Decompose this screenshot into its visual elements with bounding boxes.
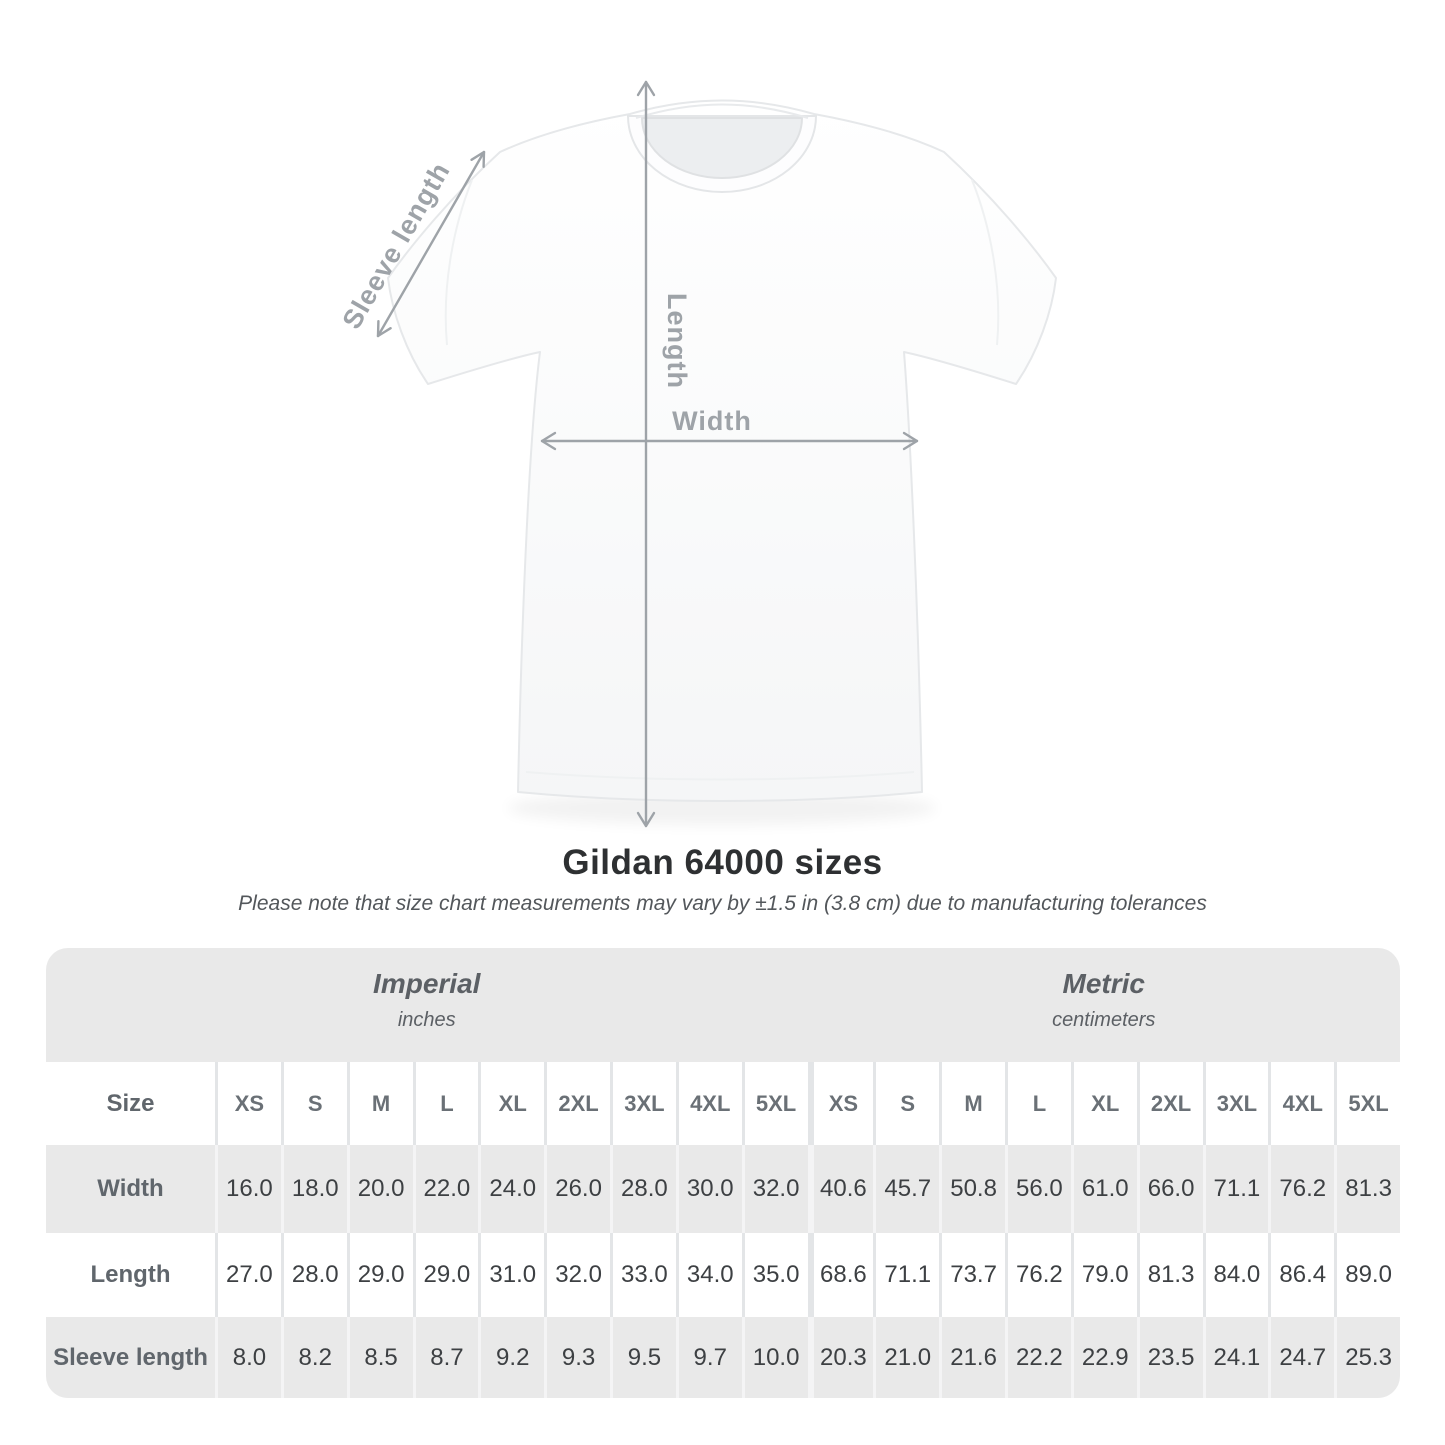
table-cell-imperial: 9.2 (478, 1317, 545, 1398)
table-cell-metric: 79.0 (1070, 1233, 1137, 1317)
imperial-header-title: Imperial (373, 968, 481, 999)
tshirt-hem-stitch (525, 771, 915, 781)
sleeve-length-arrow (376, 150, 486, 338)
table-cell-metric: 68.6 (807, 1233, 874, 1317)
table-cell-imperial: 20.0 (346, 1145, 413, 1233)
table-cell-imperial: 27.0 (215, 1233, 281, 1317)
tolerance-note: Please note that size chart measurements… (238, 892, 1207, 915)
table-cell-metric: 73.7 (939, 1233, 1005, 1317)
table-cell-metric: 81.3 (1334, 1145, 1400, 1233)
table-row-label: Length (46, 1233, 215, 1317)
table-cell-imperial: 29.0 (346, 1233, 413, 1317)
table-cell-imperial: 31.0 (478, 1233, 545, 1317)
size-col-metric-2XL: 2XL (1136, 1062, 1203, 1145)
tshirt-collar-inner (640, 117, 804, 179)
size-col-imperial-M: M (346, 1062, 413, 1145)
table-cell-imperial: 28.0 (280, 1233, 347, 1317)
size-col-metric-5XL: 5XL (1334, 1062, 1400, 1145)
tshirt-graphic: Length Width Sleeve length (336, 80, 1057, 828)
table-cell-metric: 21.0 (873, 1317, 940, 1398)
table-cell-metric: 61.0 (1070, 1145, 1137, 1233)
tshirt-body (387, 99, 1057, 802)
metric-header-unit: centimeters (1052, 1009, 1156, 1031)
size-col-imperial-2XL: 2XL (544, 1062, 610, 1145)
table-cell-metric: 22.9 (1070, 1317, 1137, 1398)
table-cell-imperial: 26.0 (544, 1145, 610, 1233)
table-cell-metric: 76.2 (1005, 1233, 1071, 1317)
table-cell-imperial: 9.5 (610, 1317, 676, 1398)
table-cell-metric: 86.4 (1268, 1233, 1335, 1317)
size-col-metric-XS: XS (807, 1062, 874, 1145)
table-cell-metric: 84.0 (1202, 1233, 1269, 1317)
table-cell-imperial: 33.0 (610, 1233, 676, 1317)
table-cell-imperial: 8.0 (215, 1317, 281, 1398)
length-arrow-label: Length (662, 293, 692, 389)
table-cell-metric: 89.0 (1334, 1233, 1400, 1317)
metric-header-title: Metric (1062, 968, 1145, 999)
table-cell-imperial: 18.0 (280, 1145, 347, 1233)
table-cell-metric: 22.2 (1005, 1317, 1071, 1398)
length-arrow (636, 80, 656, 828)
table-cell-metric: 24.1 (1202, 1317, 1269, 1398)
size-col-imperial-5XL: 5XL (741, 1062, 808, 1145)
table-cell-metric: 20.3 (807, 1317, 874, 1398)
width-arrow-label: Width (672, 406, 752, 436)
table-cell-imperial: 8.7 (412, 1317, 479, 1398)
imperial-header: Imperial inches (46, 948, 808, 1062)
imperial-header-unit: inches (397, 1009, 456, 1031)
tshirt-right-sleeve-seam (971, 179, 1000, 346)
width-arrow (540, 431, 919, 451)
table-cell-metric: 45.7 (873, 1145, 940, 1233)
size-col-metric-3XL: 3XL (1202, 1062, 1269, 1145)
table-cell-metric: 66.0 (1136, 1145, 1203, 1233)
size-col-imperial-L: L (412, 1062, 479, 1145)
page-title: Gildan 64000 sizes (562, 843, 883, 882)
size-col-metric-L: L (1005, 1062, 1071, 1145)
size-table: Imperial inches Metric centimeters Size X… (46, 948, 1400, 1398)
table-cell-imperial: 35.0 (741, 1233, 808, 1317)
table-cell-imperial: 8.5 (346, 1317, 413, 1398)
size-col-metric-XL: XL (1070, 1062, 1137, 1145)
tshirt-left-sleeve-seam (444, 179, 473, 346)
metric-header: Metric centimeters (807, 948, 1400, 1062)
size-row-label: Size (46, 1062, 215, 1145)
table-cell-metric: 71.1 (873, 1233, 940, 1317)
table-cell-imperial: 32.0 (544, 1233, 610, 1317)
table-cell-imperial: 32.0 (741, 1145, 808, 1233)
table-cell-imperial: 30.0 (675, 1145, 742, 1233)
table-cell-metric: 25.3 (1334, 1317, 1400, 1398)
table-cell-imperial: 8.2 (280, 1317, 347, 1398)
size-col-imperial-3XL: 3XL (610, 1062, 676, 1145)
table-cell-metric: 23.5 (1136, 1317, 1203, 1398)
table-cell-imperial: 29.0 (412, 1233, 479, 1317)
table-cell-metric: 81.3 (1136, 1233, 1203, 1317)
table-row-label: Width (46, 1145, 215, 1233)
table-cell-metric: 76.2 (1268, 1145, 1335, 1233)
table-row-label: Sleeve length (46, 1317, 215, 1398)
size-col-metric-M: M (939, 1062, 1005, 1145)
size-col-imperial-4XL: 4XL (675, 1062, 742, 1145)
table-cell-metric: 50.8 (939, 1145, 1005, 1233)
table-cell-imperial: 24.0 (478, 1145, 545, 1233)
table-cell-metric: 21.6 (939, 1317, 1005, 1398)
table-cell-metric: 56.0 (1005, 1145, 1071, 1233)
size-col-metric-4XL: 4XL (1268, 1062, 1335, 1145)
table-cell-imperial: 9.3 (544, 1317, 610, 1398)
tshirt-neck-seam (635, 103, 809, 119)
table-cell-metric: 40.6 (807, 1145, 874, 1233)
size-col-imperial-XL: XL (478, 1062, 545, 1145)
table-cell-imperial: 9.7 (675, 1317, 742, 1398)
size-col-imperial-XS: XS (215, 1062, 281, 1145)
table-cell-metric: 71.1 (1202, 1145, 1269, 1233)
table-cell-metric: 24.7 (1268, 1317, 1335, 1398)
table-cell-imperial: 10.0 (741, 1317, 808, 1398)
table-cell-imperial: 34.0 (675, 1233, 742, 1317)
size-col-imperial-S: S (280, 1062, 347, 1145)
table-cell-imperial: 22.0 (412, 1145, 479, 1233)
table-cell-imperial: 28.0 (610, 1145, 676, 1233)
tshirt-figure: Length Width Sleeve length (336, 80, 1057, 828)
table-cell-imperial: 16.0 (215, 1145, 281, 1233)
size-col-metric-S: S (873, 1062, 940, 1145)
